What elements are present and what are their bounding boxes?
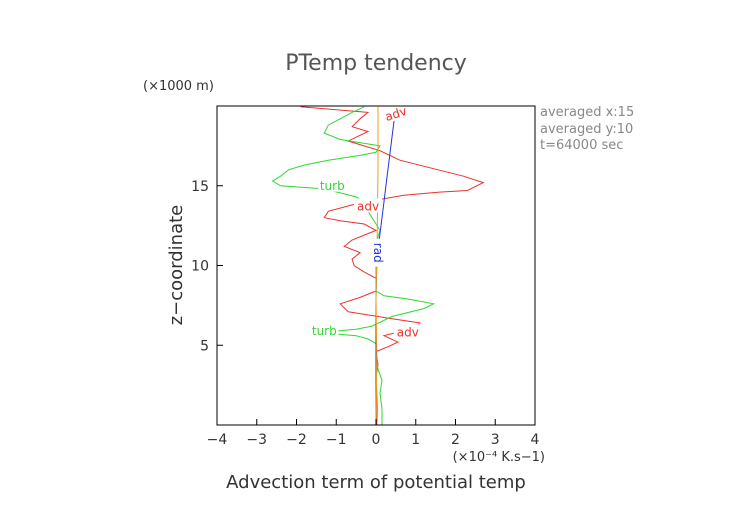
x-tick-label: 3 — [491, 432, 500, 448]
x-tick-label: 0 — [372, 432, 381, 448]
series-label-adv: adv — [357, 199, 379, 213]
series-label-bg — [393, 324, 422, 339]
x-tick-label: −1 — [326, 432, 347, 448]
y-tick-label: 15 — [191, 179, 209, 195]
series-line-turb — [271, 106, 436, 425]
series-label-turb: turb — [320, 179, 345, 193]
series-line-adv — [300, 106, 485, 426]
series-label-bg — [380, 102, 412, 125]
x-tick-label: −2 — [286, 432, 307, 448]
y-unit-label: (×1000 m) — [143, 79, 214, 94]
series-label-bg — [370, 238, 385, 267]
series-label-rad: rad — [371, 243, 385, 263]
y-tick-label: 5 — [200, 338, 209, 354]
y-tick-label: 10 — [191, 259, 209, 275]
info-block: averaged x:15 averaged y:10 t=64000 sec — [540, 105, 634, 153]
series-label-bg — [318, 177, 347, 192]
series-label-adv: adv — [383, 104, 408, 124]
chart-title: PTemp tendency — [285, 51, 467, 76]
series-label-bg — [354, 198, 383, 213]
x-axis-label: Advection term of potential temp — [226, 472, 526, 493]
x-tick-label: 2 — [451, 432, 460, 448]
info-line-time: t=64000 sec — [540, 138, 623, 153]
x-axis-ticks: −4 −3 −2 −1 0 1 2 3 4 — [207, 419, 540, 448]
x-tick-label: −3 — [246, 432, 267, 448]
x-tick-label: 4 — [531, 432, 540, 448]
series-layer — [271, 106, 485, 426]
info-line-x: averaged x:15 — [540, 105, 634, 120]
y-axis-ticks: 5 10 15 — [191, 179, 223, 354]
x-tick-label: −4 — [207, 432, 228, 448]
series-label-bg — [310, 322, 339, 337]
y-axis-label: z−coordinate — [166, 205, 187, 326]
info-line-y: averaged y:10 — [540, 122, 633, 137]
x-tick-label: 1 — [411, 432, 420, 448]
series-label-turb: turb — [312, 324, 337, 338]
series-label-adv: adv — [397, 325, 419, 339]
x-unit-label: (×10⁻⁴ K.s−1) — [453, 450, 545, 465]
